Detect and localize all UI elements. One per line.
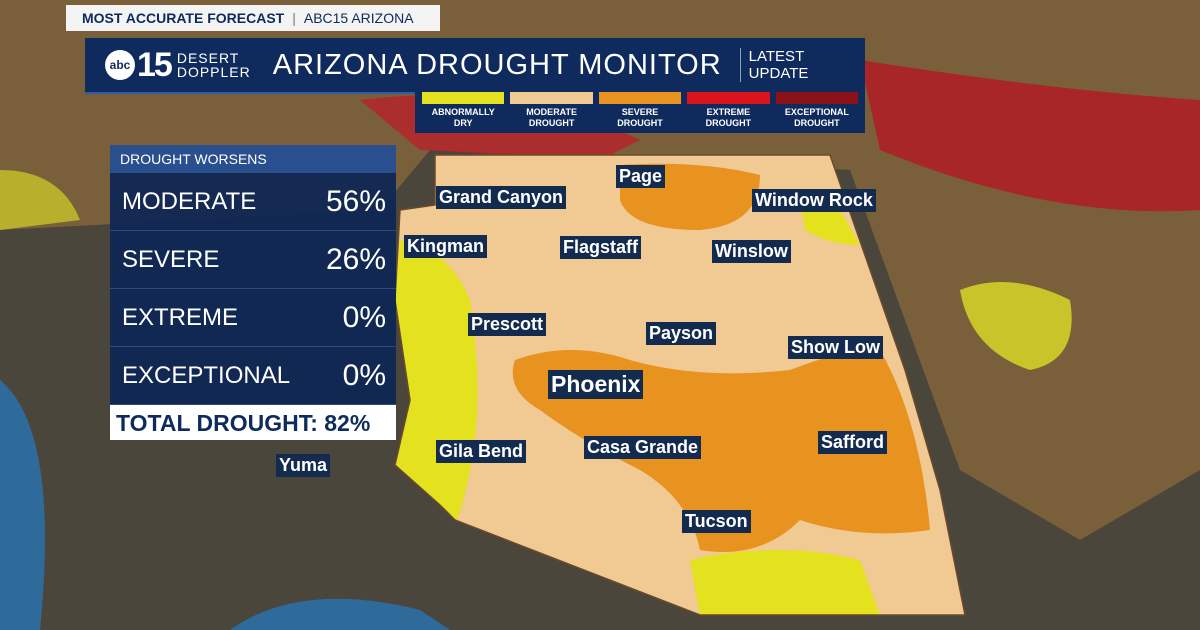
arizona-dry [690, 550, 880, 615]
gulf [230, 598, 450, 630]
city-label: Casa Grande [584, 436, 702, 459]
network-logo: abc [105, 50, 135, 80]
stat-value: 26% [325, 242, 386, 276]
update-line: UPDATE [748, 65, 809, 82]
city-label: Prescott [468, 313, 547, 336]
legend: ABNORMALLY DRY MODERATE DROUGHT SEVERE DRO… [415, 92, 865, 133]
channel-number: 15 [137, 45, 173, 84]
stat-row: SEVERE 26% [110, 231, 396, 289]
stat-row: MODERATE 56% [110, 173, 396, 231]
city-label: Safford [818, 431, 887, 454]
brand-line: DESERT [176, 50, 240, 66]
title: ARIZONA DROUGHT MONITOR [272, 48, 722, 81]
legend-swatch [775, 92, 859, 104]
total: TOTAL DROUGHT: 82% [110, 405, 396, 440]
legend-label: MODERATE DROUGHT [526, 107, 578, 128]
top-strip: MOST ACCURATE FORECAST | ABC15 ARIZONA [66, 5, 440, 31]
legend-item: EXCEPTIONAL DROUGHT [775, 92, 859, 129]
stat-value: 56% [325, 184, 386, 218]
stat-value: 0% [342, 300, 386, 334]
ocean [0, 380, 45, 630]
stat-label: SEVERE [122, 245, 220, 273]
stat-value: 0% [342, 358, 386, 392]
legend-label: EXTREME DROUGHT [705, 107, 752, 128]
separator: | [292, 10, 296, 26]
neighbor-extreme [860, 60, 1200, 212]
panel-heading: DROUGHT WORSENS [110, 145, 396, 173]
city-label: Page [616, 165, 666, 188]
stat-label: EXTREME [122, 303, 239, 331]
city-label: Yuma [276, 454, 331, 477]
city-label: Phoenix [548, 370, 644, 399]
city-label: Window Rock [752, 189, 876, 212]
brand-line: DOPPLER [176, 64, 251, 80]
legend-swatch [510, 92, 593, 104]
neighbor-dry [0, 170, 80, 230]
station: ABC15 ARIZONA [303, 10, 414, 26]
legend-swatch [422, 92, 505, 104]
neighbor-dry [960, 282, 1072, 370]
legend-item: ABNORMALLY DRY [422, 92, 505, 129]
legend-swatch [598, 92, 682, 104]
legend-label: SEVERE DROUGHT [617, 107, 663, 128]
legend-swatch [687, 92, 770, 104]
city-label: Grand Canyon [436, 186, 567, 209]
brand: DESERT DOPPLER [177, 51, 251, 79]
title-bar: abc 15 DESERT DOPPLER ARIZONA DROUGHT MO… [85, 38, 865, 94]
city-label: Tucson [682, 510, 751, 533]
update: LATEST UPDATE [739, 48, 809, 82]
city-label: Kingman [404, 235, 488, 258]
update-line: LATEST [748, 48, 805, 65]
logo: abc 15 DESERT DOPPLER [105, 46, 251, 85]
city-label: Payson [646, 322, 717, 345]
tagline: MOST ACCURATE FORECAST [82, 10, 285, 26]
legend-item: EXTREME DROUGHT [687, 92, 770, 129]
stat-label: EXCEPTIONAL [122, 361, 291, 389]
state-border [394, 154, 966, 616]
stats-panel: DROUGHT WORSENS MODERATE 56% SEVERE 26% EXTR… [110, 145, 396, 440]
city-label: Winslow [712, 240, 791, 263]
city-label: Gila Bend [436, 440, 527, 463]
legend-label: ABNORMALLY DRY [431, 107, 495, 128]
stat-label: MODERATE [122, 187, 257, 215]
stat-row: EXTREME 0% [110, 289, 396, 347]
stat-row: EXCEPTIONAL 0% [110, 347, 396, 405]
legend-item: MODERATE DROUGHT [510, 92, 593, 129]
legend-item: SEVERE DROUGHT [598, 92, 682, 129]
city-label: Show Low [788, 336, 883, 359]
legend-label: EXCEPTIONAL DROUGHT [784, 107, 849, 128]
city-label: Flagstaff [560, 236, 642, 259]
